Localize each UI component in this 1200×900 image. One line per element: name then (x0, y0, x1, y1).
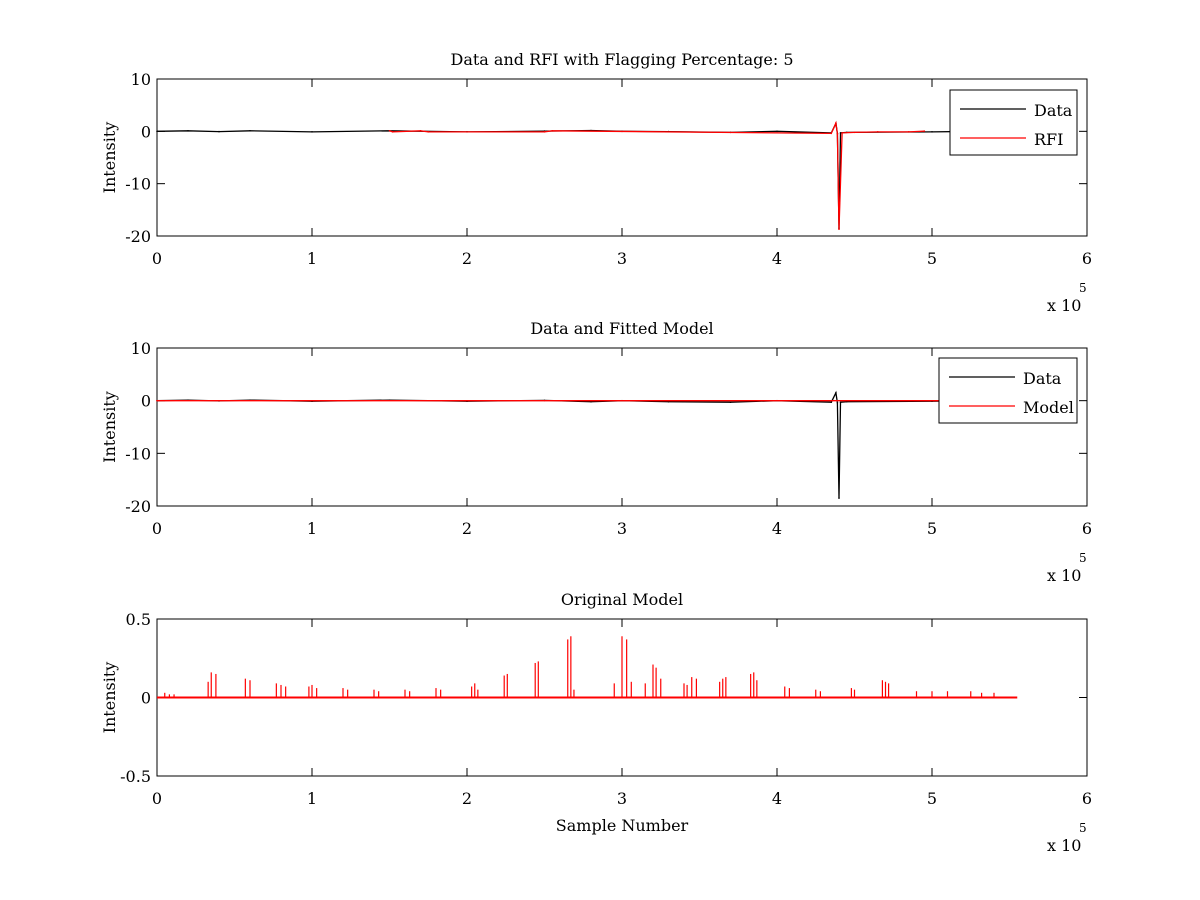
data-point (838, 228, 840, 230)
y-tick-label: 0 (141, 689, 151, 708)
y-tick-label: -20 (125, 497, 151, 516)
data-point (419, 130, 422, 132)
x-tick-label: 3 (617, 789, 627, 808)
x-tick-label: 1 (307, 519, 317, 538)
data-point (836, 133, 839, 135)
axes-3: Original Model Intensity Sample Number 0 1 2 3… (100, 590, 1092, 855)
y-tick-label: 0 (141, 122, 151, 141)
x-tick-label: 6 (1082, 519, 1092, 538)
plot-area (156, 78, 1088, 237)
x-tick-label: 5 (927, 249, 937, 268)
data-point (156, 130, 158, 133)
data-point (853, 131, 856, 134)
chart-title: Data and RFI with Flagging Percentage: 5 (450, 50, 793, 69)
legend: Data Model (938, 357, 1078, 424)
x-tick-label: 2 (462, 789, 472, 808)
y-axis-label: Intensity (100, 122, 119, 194)
data-point (551, 130, 554, 132)
x-multiplier: x 10 (1047, 566, 1081, 585)
data-point (218, 130, 220, 133)
data-point (876, 131, 879, 133)
legend-box (938, 357, 1078, 424)
data-point (427, 131, 430, 133)
data-point (830, 401, 833, 404)
y-tick-label: 0 (141, 392, 151, 411)
x-tick-label: 3 (617, 249, 627, 268)
y-axis-label: Intensity (100, 391, 119, 463)
data-point (839, 401, 842, 404)
data-point (830, 132, 833, 135)
data-point (923, 130, 926, 132)
x-tick-label: 6 (1082, 249, 1092, 268)
data-point (311, 131, 313, 133)
series-model (156, 399, 1019, 402)
x-multiplier-exponent: 5 (1079, 821, 1087, 835)
x-tick-label: 3 (617, 519, 627, 538)
series-model-spikes (164, 636, 995, 698)
series-rfi (388, 120, 926, 230)
series-line (156, 390, 979, 499)
legend-label: RFI (1034, 130, 1063, 149)
legend-label: Model (1023, 398, 1074, 417)
data-point (187, 130, 189, 132)
legend: Data RFI (949, 89, 1078, 156)
x-tick-label: 0 (152, 249, 162, 268)
data-point (543, 131, 546, 133)
legend-box (949, 89, 1078, 156)
y-tick-label: 10 (131, 339, 151, 358)
data-point (249, 130, 251, 132)
x-tick-label: 4 (772, 519, 782, 538)
y-axis-label: Intensity (100, 662, 119, 734)
axes-2: Data and Fitted Model Intensity 0 1 2 3 4 5 6 10 0… (100, 319, 1092, 585)
x-tick-label: 1 (307, 789, 317, 808)
y-tick-label: -0.5 (120, 767, 151, 786)
x-tick-label: 2 (462, 249, 472, 268)
x-tick-label: 5 (927, 519, 937, 538)
y-tick-label: 10 (131, 70, 151, 89)
x-tick-label: 5 (927, 789, 937, 808)
x-tick-label: 4 (772, 249, 782, 268)
axes-1: Data and RFI with Flagging Percentage: 5… (100, 50, 1092, 315)
data-point (388, 130, 391, 132)
x-tick-label: 0 (152, 789, 162, 808)
x-multiplier: x 10 (1047, 296, 1081, 315)
data-point (835, 122, 837, 124)
x-multiplier: x 10 (1047, 836, 1081, 855)
chart-title: Original Model (561, 590, 683, 609)
x-tick-label: 6 (1082, 789, 1092, 808)
y-tick-label: 0.5 (126, 610, 151, 629)
x-multiplier-exponent: 5 (1079, 551, 1087, 565)
x-axis-label: Sample Number (556, 816, 689, 835)
data-point (836, 401, 839, 404)
data-point (776, 130, 778, 133)
data-point (156, 399, 158, 402)
data-point (391, 131, 394, 133)
y-tick-label: -10 (125, 444, 151, 463)
chart-title: Data and Fitted Model (530, 319, 713, 338)
x-tick-label: 0 (152, 519, 162, 538)
data-point (931, 131, 933, 133)
y-tick-label: -10 (125, 175, 151, 194)
y-tick-label: -20 (125, 227, 151, 246)
data-point (907, 131, 910, 133)
data-point (839, 132, 842, 134)
x-tick-label: 2 (462, 519, 472, 538)
x-multiplier-exponent: 5 (1079, 281, 1087, 295)
legend-label: Data (1023, 369, 1062, 388)
data-point (729, 401, 732, 404)
series-data (156, 121, 980, 229)
series-line (389, 120, 925, 230)
series-line (156, 121, 979, 229)
data-point (835, 391, 837, 394)
data-point (841, 132, 843, 134)
legend-label: Data (1034, 101, 1073, 120)
data-point (838, 497, 840, 499)
x-tick-label: 4 (772, 789, 782, 808)
series-data (156, 390, 980, 499)
x-tick-label: 1 (307, 249, 317, 268)
